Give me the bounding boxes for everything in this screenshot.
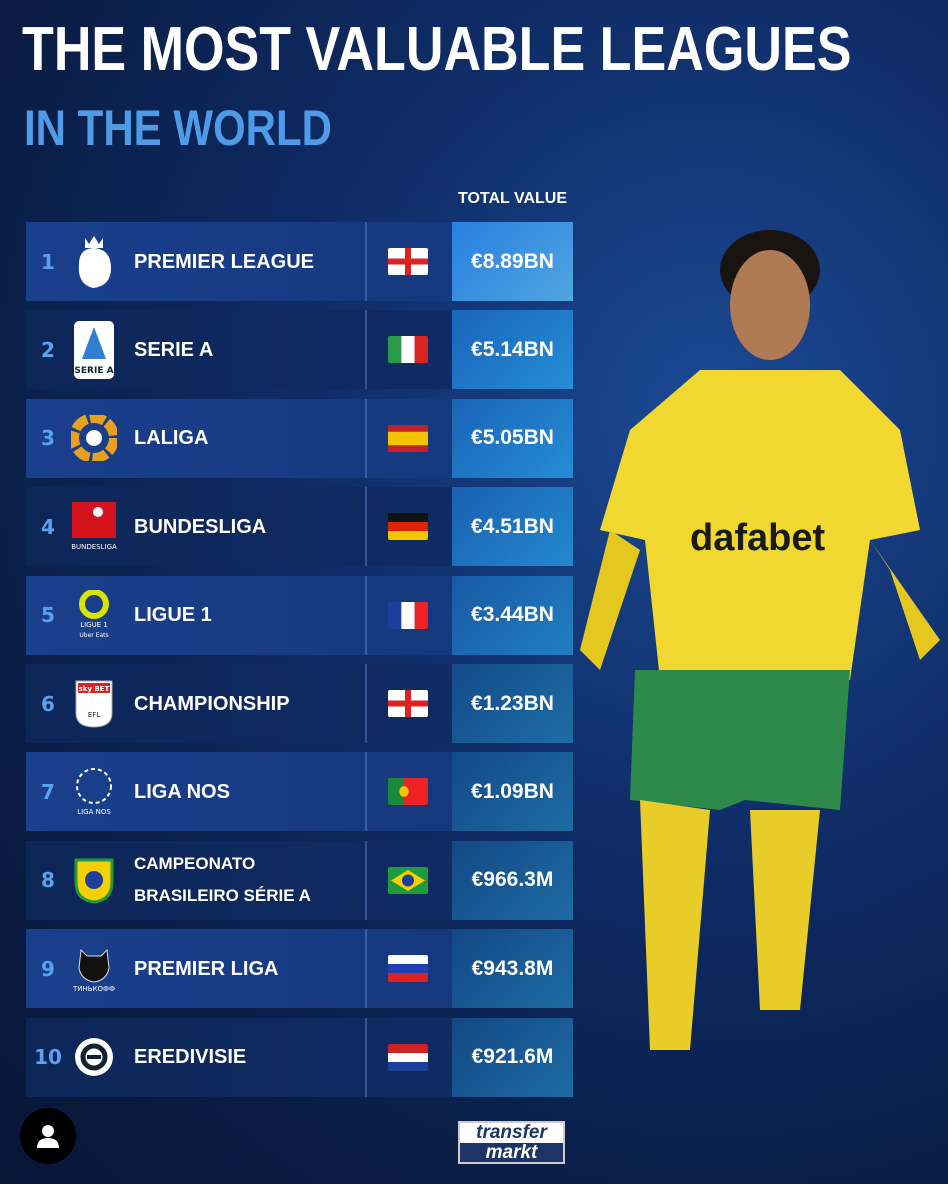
league-row-premier-liga: 9 ТИНЬКОФФ PREMIER LIGA €943.8M: [26, 929, 573, 1009]
column-divider: [365, 398, 367, 478]
logo-text-markt: markt: [485, 1141, 538, 1163]
league-row-serie-a: 2 SERIE A SERIE A €5.14BN: [26, 310, 573, 390]
flag-england-icon: [388, 248, 428, 275]
svg-text:ТИНЬКОФФ: ТИНЬКОФФ: [72, 985, 115, 993]
championship-logo: sky BET EFL: [70, 680, 118, 728]
page-subtitle: IN THE WORLD: [24, 100, 332, 156]
total-value: €5.14BN: [452, 310, 573, 390]
rank: 1: [41, 249, 55, 274]
flag-italy-icon: [388, 336, 428, 364]
total-value: €8.89BN: [452, 222, 573, 301]
flag-netherlands-icon: [388, 1043, 428, 1071]
russian-premier-liga-logo: ТИНЬКОФФ: [70, 945, 118, 993]
total-value: €4.51BN: [452, 487, 573, 567]
league-name: LIGA NOS: [134, 780, 230, 803]
flag-germany-icon: [388, 513, 428, 541]
column-divider: [365, 222, 367, 301]
brasileirao-logo: [70, 856, 118, 904]
player-image: dafabet: [580, 230, 940, 1050]
column-divider: [365, 664, 367, 743]
svg-text:EFL: EFL: [88, 711, 100, 719]
league-row-premier-league: 1 PREMIER LEAGUE €8.89BN: [26, 222, 573, 301]
total-value: €5.05BN: [452, 398, 573, 478]
column-header-total-value: TOTAL VALUE: [457, 190, 568, 207]
flag-portugal-icon: [388, 778, 428, 806]
total-value: €943.8M: [452, 929, 573, 1009]
league-name: EREDIVISIE: [134, 1046, 247, 1069]
total-value: €1.09BN: [452, 752, 573, 832]
profile-avatar-button[interactable]: [20, 1108, 76, 1164]
rank: 5: [41, 603, 55, 628]
league-row-campeonato-brasileiro-s-rie-a: 8 CAMPEONATO BRASILEIRO SÉRIE A €966.3M: [26, 840, 573, 920]
total-value: €3.44BN: [452, 575, 573, 655]
flag-france-icon: [388, 601, 428, 629]
serie-a-logo: SERIE A: [70, 320, 118, 379]
league-row-ligue-1: 5 LIGUE 1 Uber Eats LIGUE 1 €3.44BN: [26, 575, 573, 655]
rank: 8: [41, 868, 55, 893]
rank: 3: [41, 426, 55, 451]
rank: 7: [41, 779, 55, 804]
transfermarkt-logo: transfer markt: [458, 1121, 565, 1164]
league-name: SERIE A: [134, 338, 214, 361]
rank: 10: [34, 1045, 62, 1070]
flag-brazil-icon: [388, 866, 428, 894]
league-name: LIGUE 1: [134, 604, 212, 627]
shirt-sponsor-text: dafabet: [690, 517, 825, 559]
league-name: CHAMPIONSHIP: [134, 692, 290, 715]
column-divider: [365, 752, 367, 832]
total-value: €966.3M: [452, 840, 573, 920]
bundesliga-logo: BUNDESLIGA: [70, 501, 118, 551]
league-row-championship: 6 sky BET EFL CHAMPIONSHIP €1.23BN: [26, 664, 573, 743]
column-divider: [365, 929, 367, 1009]
logo-text-transfer: transfer: [460, 1123, 563, 1143]
league-row-laliga: 3 LALIGA €5.05BN: [26, 398, 573, 478]
page-title: THE MOST VALUABLE LEAGUES: [22, 15, 852, 84]
league-name: LALIGA: [134, 427, 209, 450]
league-row-liga-nos: 7 LIGA NOS LIGA NOS €1.09BN: [26, 752, 573, 832]
rank: 9: [41, 956, 55, 981]
league-row-bundesliga: 4 BUNDESLIGA BUNDESLIGA €4.51BN: [26, 487, 573, 567]
rank: 6: [41, 691, 55, 716]
svg-text:Uber Eats: Uber Eats: [79, 632, 108, 639]
flag-england-icon: [388, 690, 428, 717]
league-name: PREMIER LIGA: [134, 957, 279, 980]
laliga-logo: [70, 414, 118, 462]
flag-spain-icon: [388, 424, 428, 452]
eredivisie-logo: [70, 1033, 118, 1081]
svg-text:SERIE A: SERIE A: [74, 366, 113, 376]
rank: 4: [41, 514, 55, 539]
ligue-1-logo: LIGUE 1 Uber Eats: [70, 590, 118, 639]
user-icon: [37, 1125, 59, 1148]
column-divider: [365, 310, 367, 390]
premier-league-logo: [70, 235, 118, 288]
league-name: CAMPEONATO BRASILEIRO SÉRIE A: [134, 854, 311, 906]
league-name: PREMIER LEAGUE: [134, 250, 315, 273]
svg-text:LIGUE 1: LIGUE 1: [80, 621, 108, 629]
league-row-eredivisie: 10 EREDIVISIE €921.6M: [26, 1017, 573, 1097]
svg-text:LIGA NOS: LIGA NOS: [77, 808, 111, 816]
column-divider: [365, 575, 367, 655]
flag-russia-icon: [388, 955, 428, 983]
svg-text:sky BET: sky BET: [79, 685, 110, 693]
total-value: €1.23BN: [452, 664, 573, 743]
league-name: BUNDESLIGA: [134, 515, 267, 538]
column-divider: [365, 487, 367, 567]
svg-text:BUNDESLIGA: BUNDESLIGA: [71, 543, 117, 551]
column-divider: [365, 840, 367, 920]
column-divider: [365, 1017, 367, 1097]
rank: 2: [41, 337, 55, 362]
total-value: €921.6M: [452, 1017, 573, 1097]
liga-nos-logo: LIGA NOS: [70, 767, 118, 816]
